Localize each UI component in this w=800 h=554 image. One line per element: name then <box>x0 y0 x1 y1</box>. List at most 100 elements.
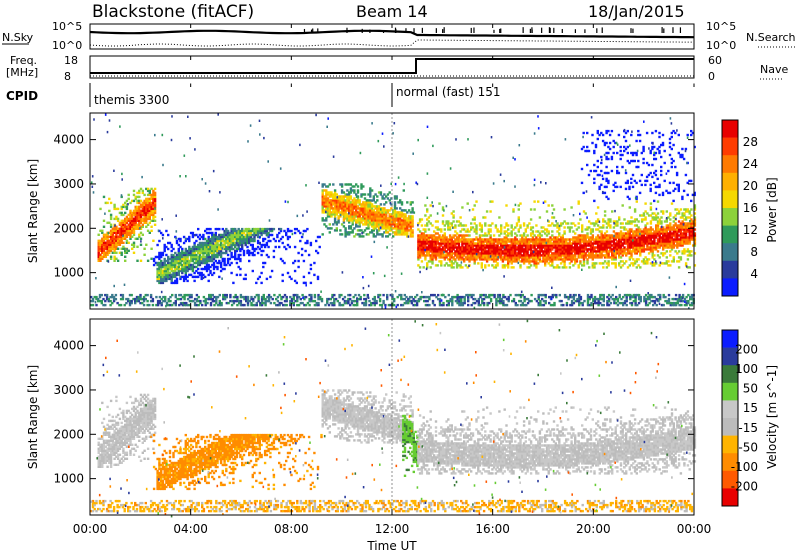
power-cell <box>677 266 681 269</box>
power-cell <box>589 169 592 173</box>
power-cell <box>237 235 240 239</box>
power-cell <box>424 224 427 227</box>
power-cell <box>464 242 468 245</box>
power-cell <box>362 215 365 218</box>
power-cell <box>278 245 281 249</box>
power-cell <box>540 260 543 263</box>
power-cell <box>235 241 239 245</box>
power-cell <box>124 235 127 238</box>
power-cell <box>115 257 118 260</box>
power-cell <box>411 211 414 214</box>
power-cell <box>131 225 134 228</box>
power-cell <box>333 217 337 220</box>
power-cell <box>267 255 270 259</box>
power-cell <box>262 261 265 265</box>
power-cell <box>360 235 363 238</box>
power-cell <box>443 248 446 251</box>
power-cell <box>168 273 172 277</box>
power-cell <box>529 254 533 257</box>
power-cell <box>409 233 412 236</box>
power-cell <box>242 237 246 241</box>
power-cell <box>283 245 286 249</box>
power-cell <box>125 219 129 222</box>
power-cell <box>150 225 153 228</box>
power-cell <box>150 209 153 213</box>
power-cell <box>468 250 471 253</box>
power-cell <box>508 232 512 235</box>
power-cell <box>399 215 402 218</box>
power-cell <box>512 210 515 213</box>
power-cell <box>436 246 439 249</box>
power-cell <box>538 240 542 243</box>
power-cell <box>383 209 386 212</box>
power-cell <box>480 262 483 265</box>
power-cell <box>153 195 157 199</box>
power-cell <box>99 239 102 242</box>
power-cell <box>131 247 134 250</box>
power-cell <box>461 258 464 261</box>
power-cell <box>263 261 267 265</box>
power-cell <box>438 228 441 231</box>
power-cell <box>485 238 489 241</box>
power-cell <box>193 261 196 265</box>
power-cell <box>253 229 256 233</box>
power-cell <box>160 279 163 283</box>
power-cell <box>219 237 223 241</box>
power-cell <box>392 211 395 214</box>
power-cell <box>165 279 168 283</box>
power-cell <box>406 223 409 226</box>
power-cell <box>492 248 496 251</box>
power-cell <box>491 258 494 261</box>
power-cell <box>452 210 455 213</box>
power-cell <box>207 263 210 267</box>
power-cell <box>535 240 538 243</box>
power-cell <box>262 243 265 247</box>
power-cell <box>113 243 116 246</box>
power-cell <box>670 165 673 169</box>
power-cell <box>358 213 361 216</box>
power-cell <box>455 256 459 259</box>
power-cell <box>440 240 443 243</box>
power-cell <box>500 242 503 245</box>
power-cell <box>369 191 372 194</box>
power-cell <box>225 263 228 267</box>
power-cell <box>522 248 526 251</box>
power-cell <box>457 234 461 237</box>
power-cell <box>101 241 104 244</box>
power-cell <box>348 219 351 222</box>
power-cell <box>426 210 429 213</box>
power-cell <box>225 235 228 239</box>
power-cell <box>333 209 337 212</box>
power-cell <box>106 237 109 240</box>
power-cell <box>165 259 168 263</box>
power-cell <box>478 234 482 237</box>
power-cell <box>198 249 202 253</box>
power-cell <box>593 163 596 167</box>
power-cell <box>134 221 137 224</box>
power-cell <box>344 203 347 206</box>
power-cell <box>182 275 186 279</box>
power-cell <box>136 191 139 195</box>
power-cell <box>478 238 482 241</box>
power-cell <box>340 199 344 202</box>
power-cell <box>418 230 422 233</box>
power-cell <box>174 275 177 279</box>
power-cell <box>152 239 155 242</box>
power-cell <box>372 195 375 198</box>
power-cell <box>340 223 344 226</box>
power-cell <box>299 231 302 235</box>
power-cell <box>377 213 381 216</box>
power-cell <box>297 259 300 263</box>
power-cell <box>146 189 150 193</box>
power-cell <box>544 244 547 247</box>
power-cell <box>200 249 203 253</box>
power-cell <box>104 241 107 244</box>
power-cell <box>390 217 393 220</box>
power-cell <box>228 257 232 261</box>
power-cell <box>198 245 202 249</box>
power-cell <box>540 234 543 237</box>
power-cell <box>181 247 184 251</box>
power-cell <box>487 252 490 255</box>
power-cell <box>544 242 547 245</box>
power-cell <box>228 235 232 239</box>
